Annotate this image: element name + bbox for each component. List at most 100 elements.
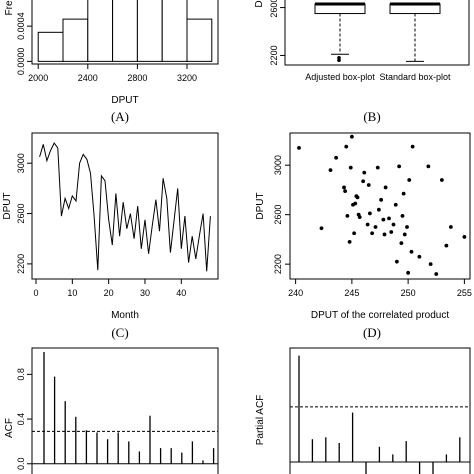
scatter-point: [319, 226, 324, 231]
histogram-y-label: Fre: [4, 0, 15, 15]
scatter-point: [402, 232, 407, 237]
scatter-point: [401, 191, 406, 196]
acf-frame: [31, 347, 219, 474]
boxplot-y-tick-label: 2200: [269, 45, 279, 65]
boxplot-y-tick-label: 2600: [269, 0, 279, 18]
scatter-point: [409, 249, 414, 254]
scatter-point: [405, 225, 409, 229]
scatter-point: [366, 183, 371, 187]
histogram-bar-5: [161, 0, 188, 62]
histogram-bar-2: [87, 0, 114, 62]
histogram-bar-4: [136, 0, 163, 62]
histogram-x-tick-label: 2400: [78, 73, 98, 83]
scatter-point: [375, 165, 380, 170]
scatter-point: [383, 185, 388, 190]
boxplot-x-axis: Adjusted box-plot Standard box-plot: [305, 72, 451, 82]
scatter-point: [391, 222, 396, 227]
scatter-point: [381, 217, 386, 222]
scatter-point: [389, 230, 394, 234]
scatter-point: [357, 215, 362, 220]
scatter-point: [344, 144, 349, 149]
scatter-point: [417, 254, 422, 259]
acf-y-label: ACF: [4, 418, 15, 438]
scatter-point: [365, 222, 370, 227]
scatter-point: [379, 197, 384, 202]
acf-bars: [32, 352, 218, 465]
histogram-bar-1: [62, 18, 89, 62]
scatter-point: [328, 168, 333, 173]
scatter-y-label: DPUT: [255, 192, 266, 219]
scatter-point: [349, 134, 354, 139]
histogram-panel: 2000 2400 2800 3200 0.0000 0.0004 Fre DPUT (…: [4, 0, 219, 124]
scatter-frame: [289, 132, 471, 280]
scatter-y-tick-label: 3000: [273, 155, 283, 175]
histogram-x-tick-label: 2000: [28, 73, 48, 83]
scatter-y-tick-label: 2200: [273, 254, 283, 274]
scatter-x-tick-label: 245: [344, 288, 359, 298]
line-path: [39, 142, 211, 272]
histogram-x-label: DPUT: [111, 95, 138, 106]
line-x-tick-label: 30: [140, 288, 150, 298]
histogram-y-axis: 0.0000 0.0004: [16, 12, 32, 75]
pacf-bars: [290, 355, 470, 474]
scatter-points: [297, 134, 467, 276]
scatter-point: [382, 232, 387, 237]
boxplot-y-axis: 2200 2600: [269, 0, 285, 65]
scatter-point: [297, 145, 301, 150]
scatter-point: [448, 225, 453, 229]
scatter-point: [428, 262, 433, 267]
scatter-point: [367, 211, 372, 216]
scatter-point: [373, 225, 378, 229]
scatter-point: [376, 207, 381, 212]
acf-y-tick-label: 0.8: [16, 368, 26, 381]
boxplot-category-label: Adjusted box-plot: [305, 72, 375, 82]
scatter-x-label: DPUT of the correlated product: [311, 310, 449, 321]
scatter-point: [410, 144, 415, 149]
scatter-y-tick-label: 2600: [273, 205, 283, 225]
acf-y-axis: 0.0 0.4 0.8: [16, 368, 32, 470]
line-y-tick-label: 2200: [16, 254, 26, 274]
scatter-x-axis: 240 245 250 255: [288, 279, 472, 298]
histogram-x-tick-label: 3200: [177, 73, 197, 83]
scatter-point: [361, 179, 366, 184]
caption-c: (C): [111, 325, 128, 340]
pacf-frame: [289, 347, 471, 474]
boxplot-y-label: D: [254, 0, 265, 7]
line-panel: 0 10 20 30 40 2200 2600 3000 DPUT Month (C): [2, 132, 219, 340]
scatter-point: [393, 202, 398, 207]
caption-a: (A): [111, 109, 129, 124]
acf-panel: 0.0 0.4 0.8 ACF: [4, 347, 219, 474]
acf-y-tick-label: 0.4: [16, 413, 26, 426]
scatter-point: [347, 239, 352, 244]
histogram-bar-6: [186, 18, 213, 62]
scatter-point: [439, 178, 444, 182]
scatter-x-tick-label: 240: [288, 288, 303, 298]
scatter-point: [426, 164, 431, 169]
scatter-point: [407, 178, 412, 182]
scatter-x-tick-label: 255: [457, 288, 472, 298]
scatter-point: [343, 189, 348, 194]
scatter-point: [387, 216, 391, 221]
scatter-point: [444, 243, 449, 248]
scatter-point: [434, 272, 439, 276]
caption-d: (D): [363, 325, 381, 340]
scatter-point: [342, 185, 346, 190]
line-x-label: Month: [111, 310, 139, 321]
histogram-bars: [37, 0, 213, 62]
histogram-x-axis: 2000 2400 2800 3200: [28, 64, 197, 83]
boxplot-frame: [284, 0, 470, 66]
scatter-y-axis: 2200 2600 3000: [273, 155, 290, 274]
box-outlier: [337, 56, 341, 60]
pacf-panel: Partial ACF: [255, 347, 471, 474]
scatter-point: [352, 231, 357, 236]
line-x-tick-label: 40: [176, 288, 186, 298]
scatter-point: [462, 235, 467, 239]
scatter-point: [345, 213, 350, 218]
scatter-point: [348, 165, 353, 170]
scatter-point: [400, 213, 405, 218]
scatter-point: [362, 170, 367, 175]
scatter-x-tick-label: 250: [401, 288, 416, 298]
line-y-tick-label: 3000: [16, 153, 26, 173]
scatter-panel: 240 245 250 255 2200 2600 3000 DPUT DPUT of t…: [255, 132, 472, 340]
